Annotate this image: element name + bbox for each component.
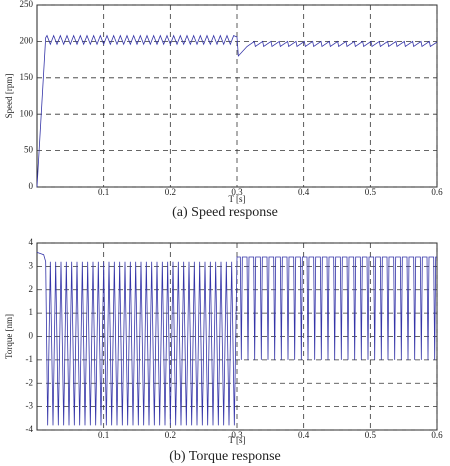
caption: (a) Speed response: [172, 205, 278, 220]
y-axis-label: Torque [nm]: [4, 314, 14, 359]
y-tick-label: -4: [26, 424, 34, 434]
y-axis-label: Speed [rpm]: [4, 74, 14, 119]
y-tick-label: -3: [26, 401, 34, 411]
y-tick-label: 150: [20, 72, 34, 82]
x-tick-label: 0.2: [165, 430, 176, 440]
x-tick-label: 0.1: [98, 187, 109, 197]
x-tick-label: 0.3: [231, 430, 243, 440]
y-tick-label: 250: [20, 0, 34, 9]
x-tick-label: 0.6: [431, 430, 443, 440]
x-tick-label: 0.3: [231, 187, 243, 197]
x-axis-label: T [s]: [228, 194, 245, 204]
x-tick-label: 0.4: [298, 430, 310, 440]
y-tick-label: 3: [29, 260, 34, 270]
x-tick-label: 0.6: [431, 187, 443, 197]
x-tick-label: 0.5: [365, 430, 377, 440]
y-tick-label: 0: [29, 331, 34, 341]
y-tick-label: 50: [24, 145, 34, 155]
y-tick-label: 2: [29, 284, 34, 294]
y-tick-label: 4: [29, 237, 34, 247]
x-axis-label: T [s]: [228, 435, 245, 445]
y-tick-label: -1: [26, 354, 34, 364]
x-tick-label: 0.1: [98, 430, 109, 440]
caption: (b) Torque response: [169, 449, 281, 464]
y-tick-label: 200: [20, 35, 34, 45]
data-line: [36, 251, 437, 426]
y-tick-label: 100: [20, 108, 34, 118]
x-tick-label: 0.5: [365, 187, 377, 197]
x-tick-label: 0.4: [298, 187, 310, 197]
y-tick-label: -2: [26, 377, 34, 387]
data-line: [36, 34, 438, 188]
x-tick-label: 0.2: [165, 187, 176, 197]
y-tick-label: 0: [29, 181, 34, 191]
y-tick-label: 1: [29, 307, 34, 317]
